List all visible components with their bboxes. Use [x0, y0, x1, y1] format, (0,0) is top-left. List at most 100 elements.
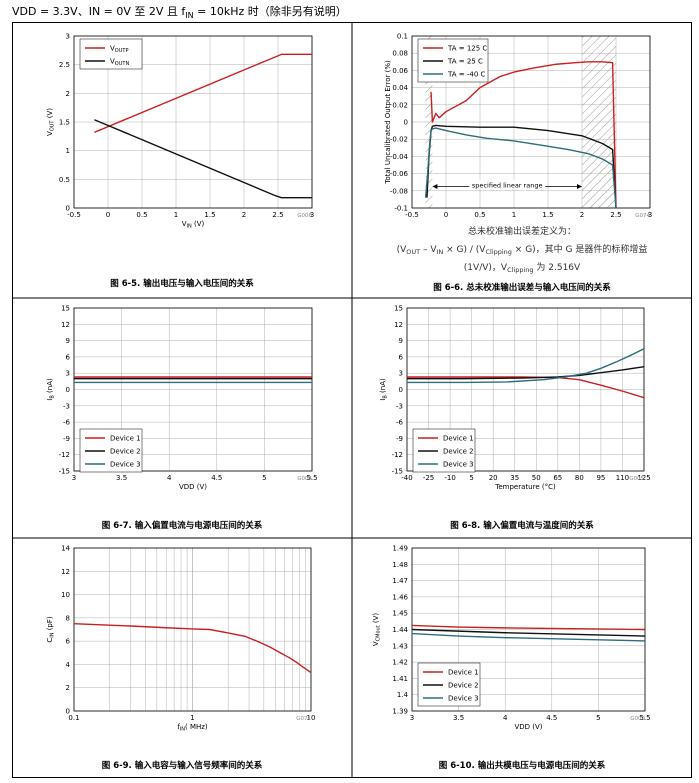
figure-code: G009 [630, 716, 645, 722]
legend-entry: Device 1 [448, 669, 479, 677]
legend: TA = 125 C TA = 25 C TA = -40 C [417, 38, 489, 83]
y-tick-label: 0.02 [392, 101, 408, 109]
y-tick-label: 0 [66, 708, 70, 716]
legend-box [79, 38, 143, 70]
arrow-head-left [432, 184, 438, 189]
legend-entry: VOUTN [110, 58, 129, 68]
series-line-1 [411, 628, 646, 637]
plot-frame [73, 35, 313, 209]
y-tick-label: 2 [66, 684, 70, 692]
y-tick-label: 0 [66, 205, 70, 213]
legend-entry: VOUTP [110, 45, 128, 55]
x-tick-label: 20 [489, 474, 498, 482]
y-tick-label: 14 [61, 545, 70, 553]
x-tick-label: 1 [174, 211, 178, 219]
x-tick-label: 10 [307, 714, 316, 722]
y-tick-label: -0.08 [390, 187, 408, 195]
page-header: VDD = 3.3V、IN = 0V 至 2V 且 fIN = 10kHz 时（… [12, 3, 347, 20]
series-line-0 [407, 376, 645, 399]
figure-caption: 图 6-9. 输入电容与输入信号频率间的关系 [102, 760, 263, 771]
x-tick-label: 5.5 [306, 474, 317, 482]
legend-entry: TA = 25 C [447, 58, 483, 66]
x-tick-label: 125 [637, 474, 650, 482]
y-tick-label: 1.49 [392, 545, 408, 553]
x-tick-label: 1 [512, 211, 516, 219]
y-tick-label: 0.06 [392, 67, 408, 75]
fig9-chart: 0.1 1 10 0 2 4 6 8 10 12 14 G071 fIN( MHz) CIN (pF) 图 … [46, 545, 315, 772]
x-tick-label: 2.5 [610, 211, 621, 219]
header-sub: IN [185, 11, 194, 21]
x-tick-label: 35 [510, 474, 519, 482]
x-tick-label: 4.5 [546, 714, 557, 722]
x-tick-label: -40 [401, 474, 412, 482]
y-tick-label: -3 [63, 402, 70, 410]
y-tick-label: -12 [59, 451, 70, 459]
y-tick-label: -6 [63, 419, 71, 427]
y-tick-label: -15 [392, 468, 403, 476]
y-tick-label: 1.42 [392, 659, 408, 667]
x-tick-label: 5 [596, 714, 600, 722]
x-tick-label: 95 [596, 474, 605, 482]
y-axis-label: VCMout (V) [372, 613, 382, 647]
plot-frame [73, 307, 313, 472]
legend-entry: Device 3 [448, 695, 479, 703]
fig7-chart: 3 3.5 4 4.5 5 5.5 -15 -12 -9 -6 -3 0 3 6 9 12 15 G004 VDD … [46, 305, 318, 532]
y-tick-label: 15 [61, 305, 70, 313]
x-tick-label: 80 [575, 474, 584, 482]
y-tick-label: 12 [61, 568, 70, 576]
x-tick-label: 65 [553, 474, 562, 482]
y-tick-label: 8 [66, 614, 70, 622]
figure-code: G071 [296, 716, 311, 722]
legend-entry: Device 2 [110, 448, 141, 456]
legend-entry: Device 3 [443, 461, 474, 469]
y-tick-label: 0.5 [59, 176, 70, 184]
y-tick-label: 6 [66, 353, 71, 361]
header-suffix: = 10kHz 时（除非另有说明） [193, 5, 347, 18]
y-tick-label: 3 [66, 33, 70, 41]
figure-caption: 图 6-7. 输入偏置电流与电源电压间的关系 [102, 520, 263, 531]
y-tick-label: -9 [396, 435, 403, 443]
y-tick-label: 9 [66, 337, 70, 345]
y-tick-label: -9 [63, 435, 70, 443]
plot-frame [73, 547, 312, 712]
x-tick-label: 3 [648, 211, 652, 219]
note-line-3: (1V/V)，VClipping 为 2.516V [464, 261, 581, 274]
x-axis-label: Temperature (°C) [494, 483, 556, 491]
legend-entry: Device 2 [443, 448, 474, 456]
legend-entry: TA = 125 C [447, 45, 487, 53]
x-tick-label: 1.5 [204, 211, 215, 219]
y-tick-label: 0 [404, 119, 408, 127]
y-tick-label: 1.41 [392, 675, 408, 683]
plot-frame [411, 35, 651, 209]
header-prefix: VDD = 3.3V、IN = 0V 至 2V 且 f [12, 5, 186, 18]
figure-code: G005 [629, 476, 644, 482]
x-tick-label: 4 [167, 474, 172, 482]
x-tick-label: 2 [242, 211, 246, 219]
y-axis-label: CIN (pF) [46, 616, 56, 643]
y-tick-label: -15 [59, 468, 70, 476]
figure-caption: 图 6-6. 总未校准输出误差与输入电压间的关系 [433, 282, 611, 293]
series-line-0 [94, 53, 312, 133]
y-tick-label: 0.04 [392, 84, 408, 92]
x-tick-label: 1 [190, 714, 194, 722]
x-tick-label: 5.5 [639, 714, 650, 722]
x-tick-label: 1.5 [542, 211, 553, 219]
x-axis-label: fIN( MHz) [177, 723, 208, 733]
y-tick-label: 3 [66, 370, 70, 378]
y-tick-label: -0.1 [394, 205, 408, 213]
fig10-chart: 3 3.5 4 4.5 5 5.5 1.39 1.4 1.41 1.42 1.43 1.44 1.45 1… [372, 545, 651, 772]
y-tick-label: 2 [66, 90, 70, 98]
x-tick-label: 2.5 [272, 211, 283, 219]
plot-frame [406, 307, 645, 472]
y-tick-label: 3 [399, 370, 403, 378]
x-tick-label: 3 [72, 474, 76, 482]
x-tick-label: 2 [580, 211, 584, 219]
x-axis-label: VDD (V) [179, 483, 207, 491]
series-line-2 [424, 127, 617, 209]
x-tick-label: 0 [106, 211, 110, 219]
y-tick-label: 1.4 [397, 691, 409, 699]
y-tick-label: 0.08 [392, 50, 408, 58]
legend-entry: Device 1 [110, 435, 141, 443]
x-tick-label: 3.5 [116, 474, 127, 482]
